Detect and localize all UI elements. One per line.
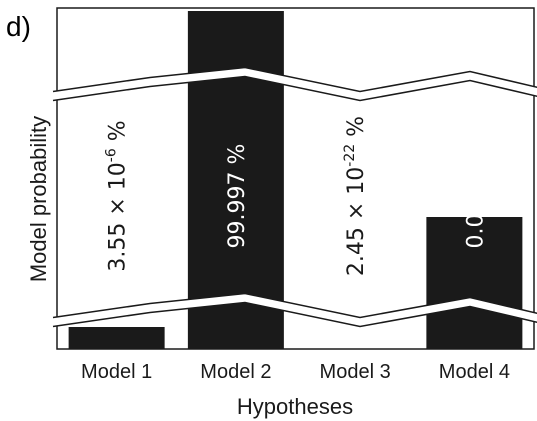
x-tick-label: Model 3 (320, 361, 391, 383)
x-tick-label: Model 2 (200, 361, 271, 383)
x-tick-label: Model 4 (439, 361, 510, 383)
plot-area: Model 1 Model 2 Model 3 Model 4 3.55 × 10-6 … (52, 7, 537, 383)
panel-label: d) (6, 11, 31, 42)
axis-break-band-1 (53, 67, 537, 101)
bar-1 (68, 327, 165, 349)
axis-break-line (52, 66, 537, 93)
data-label: 99.997 % (225, 144, 250, 249)
axis-break-band-2 (53, 293, 537, 327)
data-label: 0.0028 % (463, 144, 488, 249)
plot-frame (56, 7, 535, 350)
bar-2 (187, 11, 284, 349)
y-axis-label: Model probability (26, 116, 51, 282)
axis-break-line (52, 75, 537, 102)
x-axis-label: Hypotheses (237, 394, 353, 419)
bar-4 (426, 217, 523, 349)
axis-break-line (52, 301, 537, 328)
data-label: 2.45 × 10-22 % (342, 116, 369, 276)
data-label: 3.55 × 10-6 % (104, 120, 131, 271)
axis-break-line (52, 292, 537, 319)
x-tick-label: Model 1 (81, 361, 152, 383)
